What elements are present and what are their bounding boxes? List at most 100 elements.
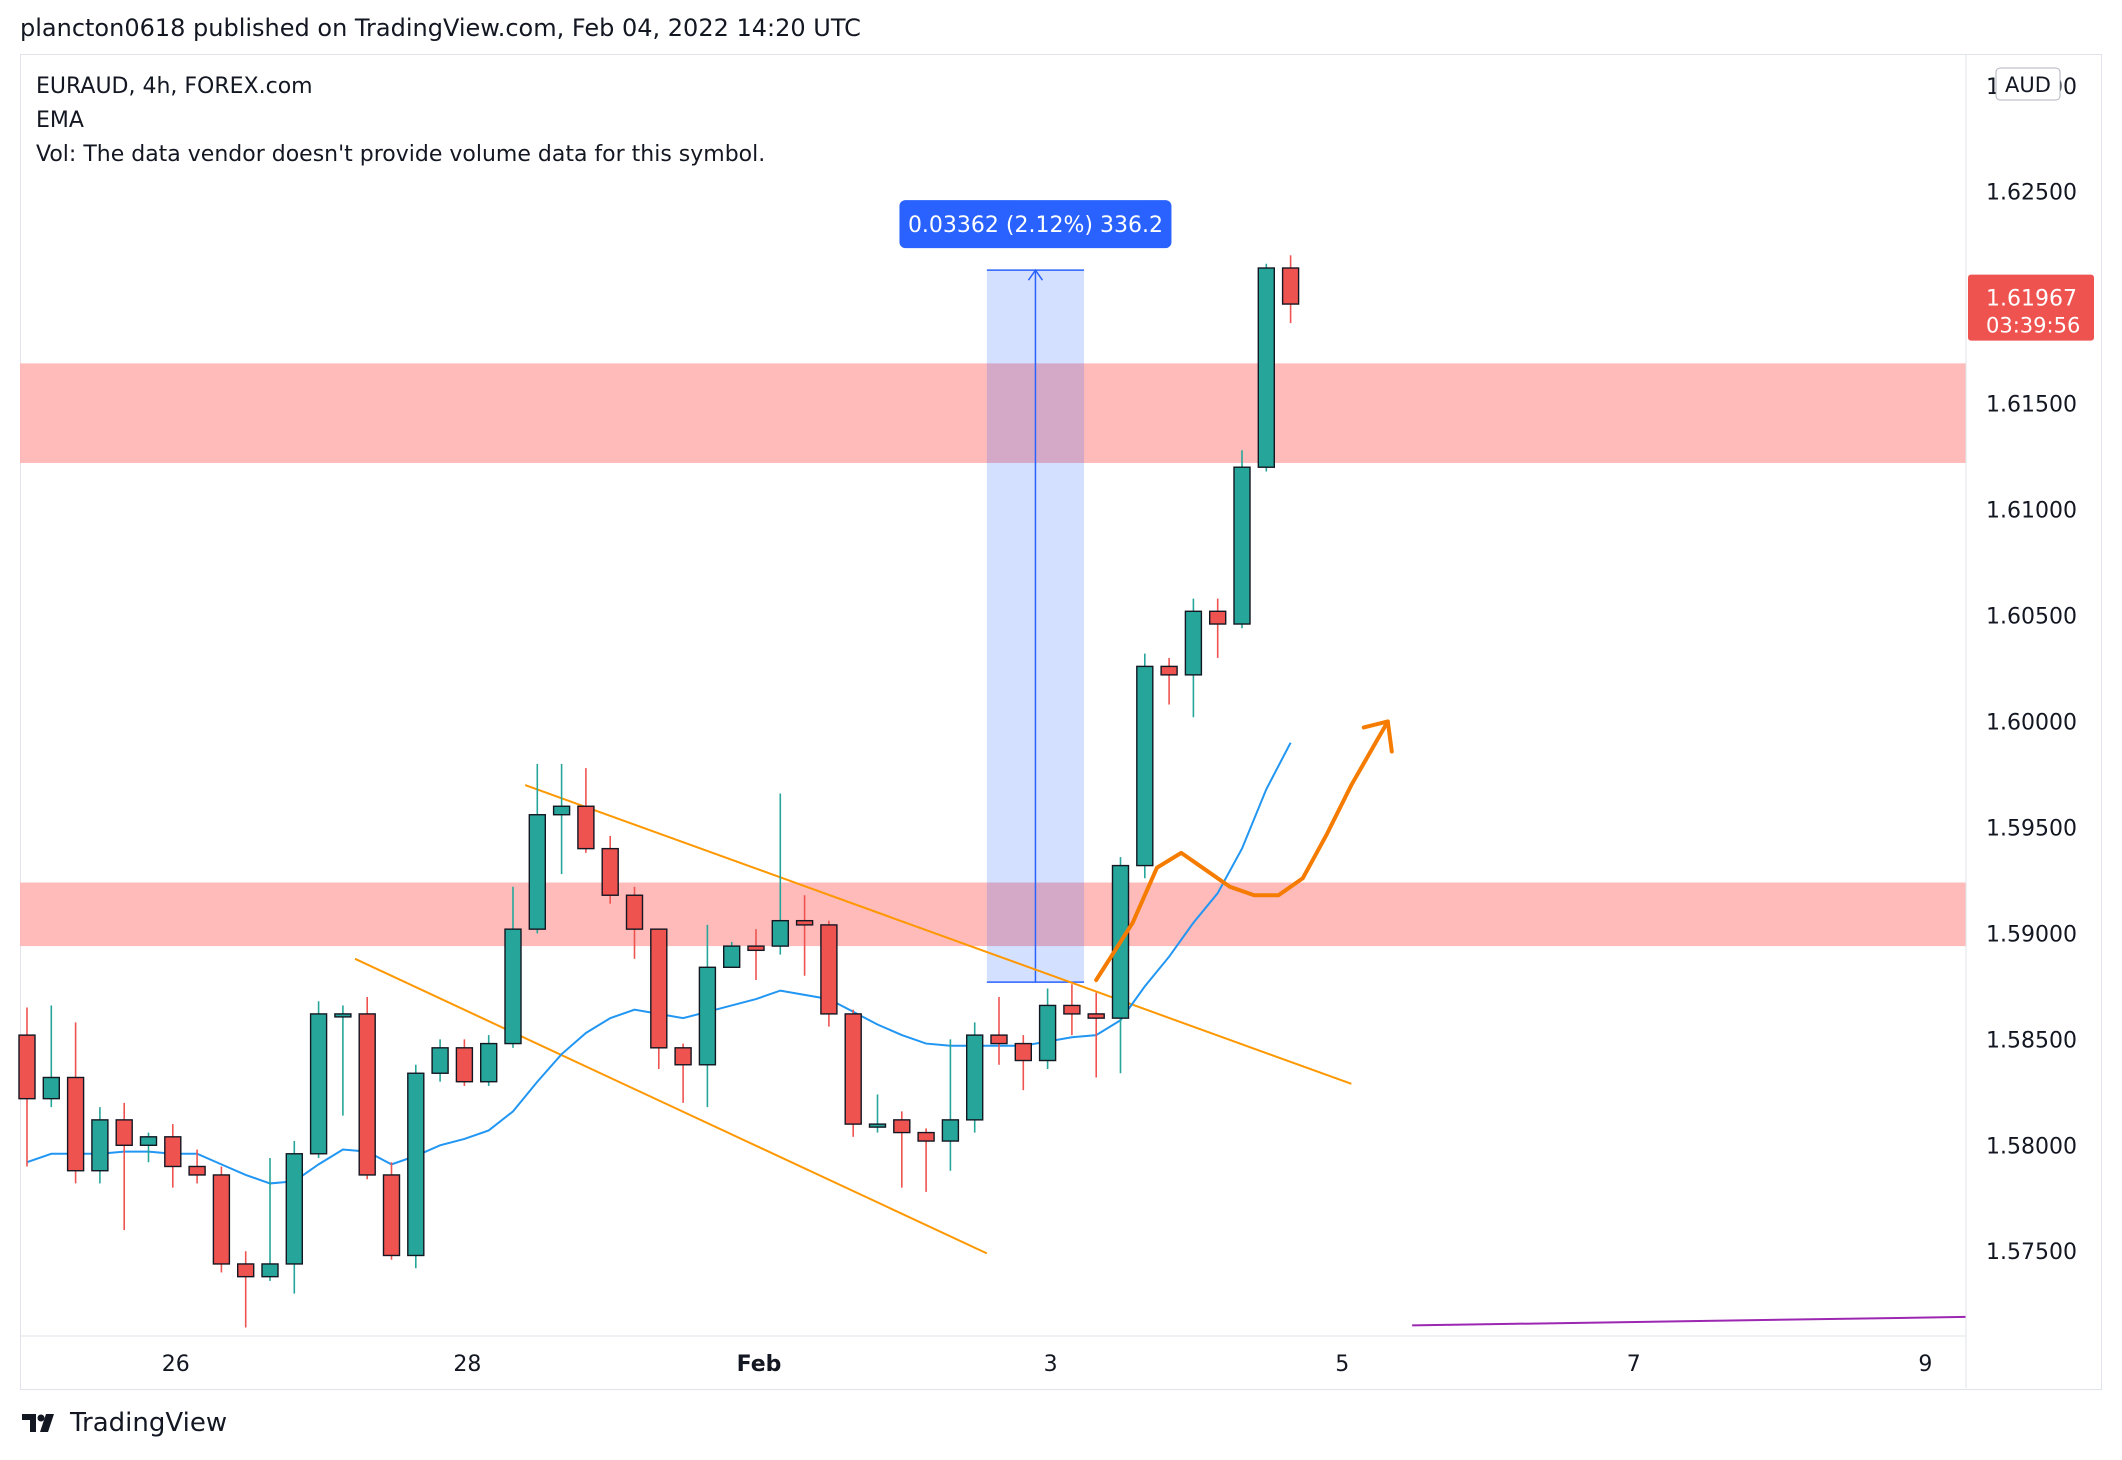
candle-35 [868,1094,887,1133]
time-tick-label: 3 [1044,1352,1058,1377]
candle-50 [1233,450,1251,629]
candle-5 [139,1132,158,1163]
candle-31 [771,793,789,955]
candle-17 [431,1039,449,1082]
candle-body [966,1034,984,1121]
supply-demand-zones [20,363,1966,947]
candle-23 [577,768,595,853]
candle-body [188,1165,206,1176]
candle-40 [990,996,1008,1065]
candle-body [577,805,595,850]
candle-body [868,1123,887,1128]
chart-area[interactable] [20,54,2102,1390]
price-tick-label: 1.61500 [1986,393,2077,418]
measure-arrow-head [1027,268,1044,281]
candle-body [601,847,619,896]
candle-34 [844,1009,862,1137]
zone-rectangle [20,363,1966,463]
candle-body [820,924,838,1015]
candle-11 [285,1141,303,1294]
price-tick-label: 1.58500 [1986,1028,2077,1053]
descending-channel [354,784,1352,1255]
time-tick-label: 7 [1627,1352,1641,1377]
time-tick-label: 5 [1335,1352,1349,1377]
price-tick-label: 1.58000 [1986,1134,2077,1159]
candle-body [1038,1004,1057,1062]
channel-line-upper [524,784,1352,1085]
candle-body [212,1174,231,1265]
candle-body [261,1263,279,1278]
candle-body [625,894,644,930]
symbol-info[interactable]: EURAUD, 4h, FOREX.com [36,74,313,99]
candle-42 [1038,988,1057,1070]
candle-36 [893,1111,911,1188]
price-tick-label: 1.60000 [1986,710,2077,735]
candle-body [552,805,571,816]
candle-16 [407,1064,425,1269]
time-tick-label: 9 [1918,1352,1932,1377]
candle-28 [698,924,717,1108]
candle-body [844,1013,862,1125]
projection-path [1094,719,1390,983]
candle-body [42,1076,60,1100]
candle-49 [1208,598,1227,658]
candle-47 [1160,657,1178,705]
candle-33 [820,920,838,1027]
candle-32 [795,895,814,976]
candle-body [723,945,741,968]
trend-line-purple [1412,1315,1967,1327]
candle-41 [1014,1035,1032,1091]
candle-body [1136,665,1154,867]
candle-body [1087,1013,1105,1019]
candle-body [504,928,522,1045]
candle-body [407,1072,425,1257]
projection-arrow [1094,719,1394,983]
candle-body [139,1136,158,1146]
projection-arrowhead [1361,719,1394,754]
candle-body [1014,1042,1032,1062]
candle-39 [966,1022,984,1133]
candle-body [650,928,668,1049]
candle-body [480,1042,498,1083]
candle-body [747,945,765,952]
brand-name: TradingView [70,1408,228,1438]
bar-countdown: 03:39:56 [1986,314,2080,338]
tradingview-brand[interactable]: TradingView [22,1408,227,1438]
candle-body [382,1174,401,1257]
last-price-value: 1.61967 [1986,287,2077,312]
price-tick-label: 1.60500 [1986,605,2077,630]
candle-body [771,919,789,947]
candle-44 [1087,992,1105,1078]
candle-25 [625,886,644,959]
volume-note: Vol: The data vendor doesn't provide vol… [36,142,766,167]
candle-0 [18,1007,36,1167]
candle-21 [528,763,546,934]
currency-label: AUD [2005,73,2051,97]
candle-body [674,1047,692,1066]
candle-body [66,1076,85,1172]
price-tick-label: 1.59000 [1986,922,2077,947]
tradingview-logo-icon [22,1414,54,1432]
candle-6 [164,1124,182,1188]
zone-rectangle [20,882,1966,947]
candle-1 [42,1005,60,1108]
candle-9 [236,1251,255,1328]
candle-body [1184,610,1203,676]
measure-label-box [899,200,1172,249]
candle-22 [552,763,571,875]
price-axis: 1.630001.625001.615001.610001.605001.600… [20,54,2094,1388]
candle-7 [188,1149,206,1184]
candle-27 [674,1043,692,1103]
candle-body [1233,466,1251,625]
candle-19 [480,1035,498,1086]
candle-13 [334,1005,352,1116]
price-tick-label: 1.62500 [1986,181,2077,206]
chart-legend: EURAUD, 4h, FOREX.com EMA Vol: The data … [36,70,765,172]
candle-body [431,1047,449,1074]
candle-body [115,1119,133,1146]
candle-45 [1111,857,1130,1074]
candle-4 [115,1102,133,1231]
candle-body [236,1263,255,1278]
indicator-ema-label[interactable]: EMA [36,108,84,133]
